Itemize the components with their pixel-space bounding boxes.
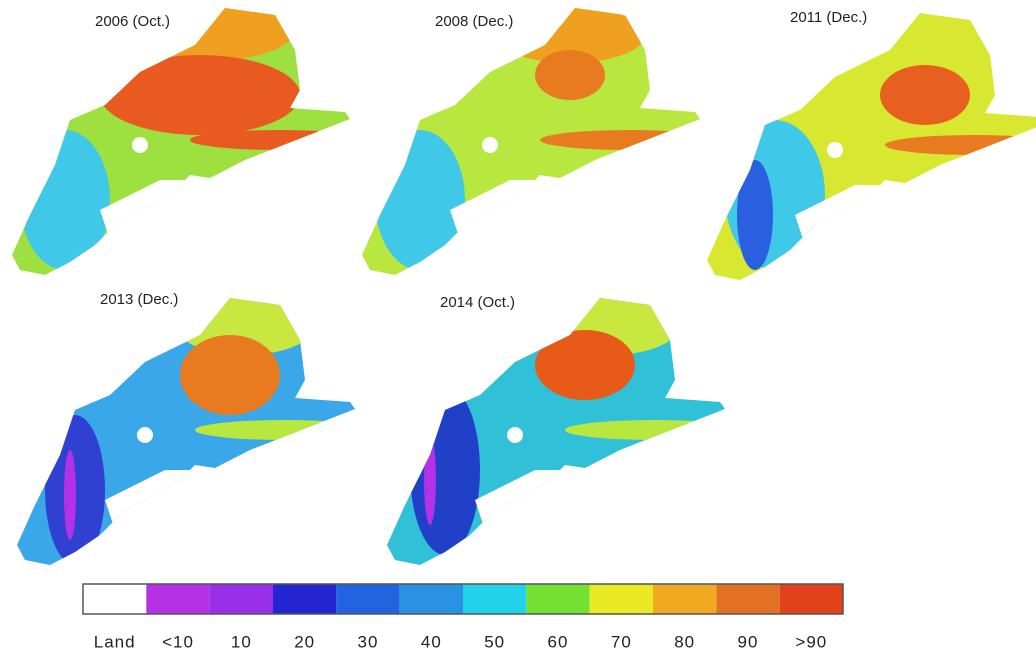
panel-title: 2014 (Oct.)	[440, 294, 515, 311]
legend-label: 80	[674, 632, 695, 651]
map-panel	[362, 8, 700, 275]
legend-label: 60	[548, 632, 569, 651]
map-panel	[17, 298, 355, 565]
legend-label: 20	[294, 632, 315, 651]
legend-swatch	[716, 584, 780, 614]
map-panel	[707, 13, 1036, 280]
legend-swatch	[273, 584, 337, 614]
map-panel	[387, 298, 725, 565]
legend-swatch	[336, 584, 400, 614]
legend-swatch	[653, 584, 717, 614]
legend-label: 90	[738, 632, 759, 651]
legend-label: 30	[358, 632, 379, 651]
legend-label: Land	[94, 632, 136, 651]
panel-title: 2006 (Oct.)	[95, 13, 170, 30]
legend-swatch	[399, 584, 463, 614]
legend-swatch	[526, 584, 590, 614]
legend-label: 10	[231, 632, 252, 651]
map-panel	[12, 8, 350, 275]
legend-frame	[82, 583, 844, 615]
legend-swatch	[463, 584, 527, 614]
legend-swatch	[209, 584, 273, 614]
legend-swatch	[146, 584, 210, 614]
panel-title: 2008 (Dec.)	[435, 13, 513, 30]
legend-label: <10	[162, 632, 194, 651]
panel-title: 2011 (Dec.)	[790, 9, 867, 26]
legend-swatch	[83, 584, 147, 614]
legend-label: >90	[795, 632, 827, 651]
legend: Land <10 10 20 30 40 50 60 70 80 90 >90	[82, 583, 844, 651]
legend-label: 70	[611, 632, 632, 651]
legend-label: 40	[421, 632, 442, 651]
legend-label: 50	[484, 632, 505, 651]
legend-swatch	[779, 584, 843, 614]
panel-title: 2013 (Dec.)	[100, 291, 178, 308]
legend-swatch	[589, 584, 653, 614]
